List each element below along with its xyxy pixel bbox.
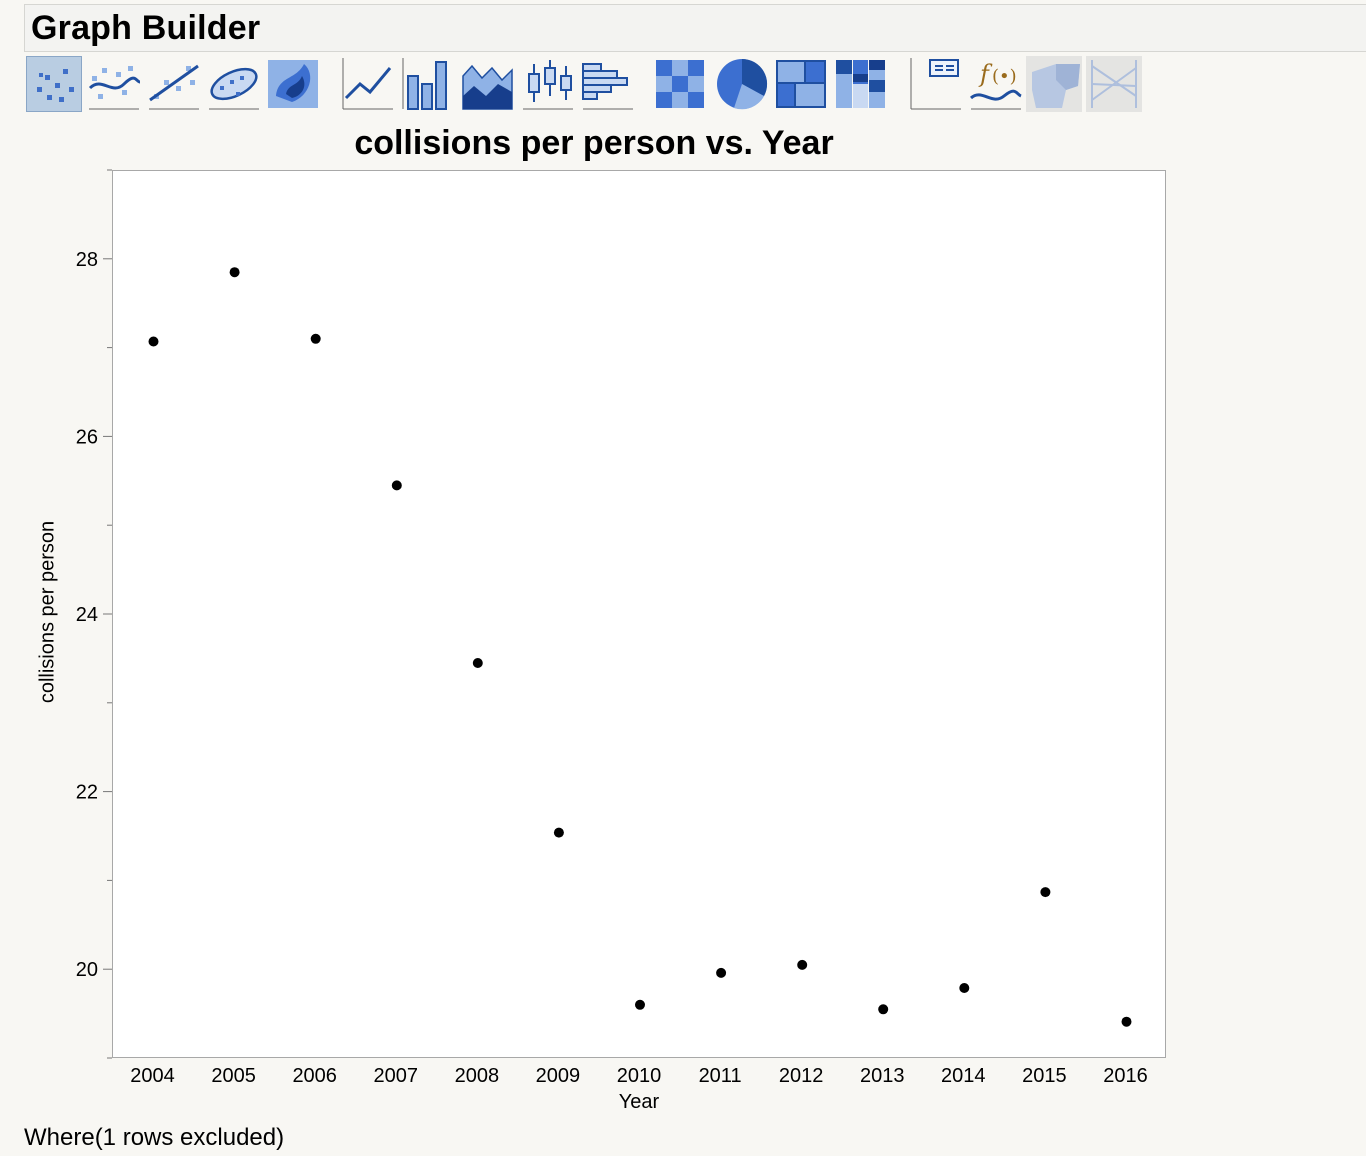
contour-button[interactable] (266, 56, 322, 112)
mosaic-icon (836, 60, 885, 108)
x-axis-title: Year (619, 1091, 660, 1113)
x-tick-label: 2004 (130, 1065, 175, 1087)
x-tick-label: 2008 (455, 1065, 500, 1087)
x-tick-label: 2005 (211, 1065, 256, 1087)
data-point[interactable] (1040, 887, 1051, 898)
bar-button[interactable] (400, 56, 456, 112)
y-tick-label: 24 (76, 604, 98, 626)
x-tick-label: 2010 (617, 1065, 662, 1087)
formula-icon: f (•) (969, 60, 1022, 110)
data-point[interactable] (148, 336, 159, 347)
parallel-icon (1091, 60, 1137, 108)
data-point[interactable] (959, 983, 970, 993)
y-tick-label: 20 (76, 959, 98, 981)
line-of-fit-button[interactable] (146, 56, 202, 112)
line-icon (342, 58, 393, 110)
formula-button[interactable]: f (•) (968, 56, 1024, 112)
map-shapes-icon (1032, 64, 1080, 108)
y-tick-label: 22 (76, 782, 98, 804)
histogram-button[interactable] (580, 56, 636, 112)
x-tick-label: 2013 (860, 1065, 905, 1087)
data-point[interactable] (635, 999, 645, 1010)
data-point[interactable] (310, 333, 321, 344)
smoother-button[interactable] (86, 56, 142, 112)
area-icon (462, 64, 513, 110)
line-of-fit-icon (149, 64, 199, 110)
window-title: Graph Builder (31, 9, 261, 47)
svg-text:(•): (•) (992, 66, 1017, 87)
data-point[interactable] (716, 967, 727, 978)
data-point[interactable] (878, 1004, 889, 1015)
plot-area (112, 170, 1166, 1058)
treemap-button[interactable] (774, 56, 830, 112)
histogram-icon (582, 63, 633, 110)
box-plot-icon (523, 60, 573, 110)
data-point[interactable] (797, 959, 808, 970)
y-tick-label: 28 (76, 249, 98, 271)
x-tick-label: 2016 (1103, 1065, 1148, 1087)
mosaic-button[interactable] (834, 56, 890, 112)
graph-type-toolbar: f (•) (24, 54, 1154, 114)
contour-icon (268, 60, 318, 108)
x-tick-label: 2009 (536, 1065, 581, 1087)
box-plot-button[interactable] (520, 56, 576, 112)
scatter-plot (148, 267, 1132, 1027)
heatmap-button[interactable] (654, 56, 710, 112)
ellipse-icon (209, 67, 259, 110)
x-tick-label: 2015 (1022, 1065, 1067, 1087)
y-axis-title: collisions per person (36, 520, 59, 704)
svg-text:f: f (978, 60, 993, 88)
pie-button[interactable] (714, 56, 770, 112)
caption-box-button[interactable] (908, 56, 964, 112)
x-tick-label: 2007 (374, 1065, 419, 1087)
area-button[interactable] (460, 56, 516, 112)
treemap-icon (776, 60, 826, 108)
line-button[interactable] (340, 56, 396, 112)
data-point[interactable] (229, 267, 240, 278)
x-tick-label: 2014 (941, 1065, 986, 1087)
pie-icon (717, 58, 768, 110)
bar-icon (402, 58, 447, 110)
data-point[interactable] (1121, 1016, 1132, 1027)
data-point[interactable] (553, 827, 564, 838)
caption-box-icon (910, 58, 961, 110)
points-icon (37, 69, 74, 102)
parallel-button[interactable] (1086, 56, 1142, 112)
ellipse-button[interactable] (206, 56, 262, 112)
heatmap-icon (656, 60, 704, 108)
points-button[interactable] (26, 56, 82, 112)
where-clause-note: Where(1 rows excluded) (24, 1124, 285, 1151)
data-point[interactable] (391, 480, 402, 491)
data-point[interactable] (472, 658, 483, 668)
x-tick-label: 2011 (699, 1065, 742, 1087)
y-tick-label: 26 (76, 426, 98, 448)
x-tick-label: 2012 (779, 1065, 824, 1087)
smoother-icon (88, 66, 141, 110)
chart-title: collisions per person vs. Year (354, 124, 834, 162)
window-title-bar: Graph Builder (24, 4, 1366, 52)
map-shapes-button[interactable] (1026, 56, 1082, 112)
x-tick-label: 2006 (292, 1065, 337, 1087)
